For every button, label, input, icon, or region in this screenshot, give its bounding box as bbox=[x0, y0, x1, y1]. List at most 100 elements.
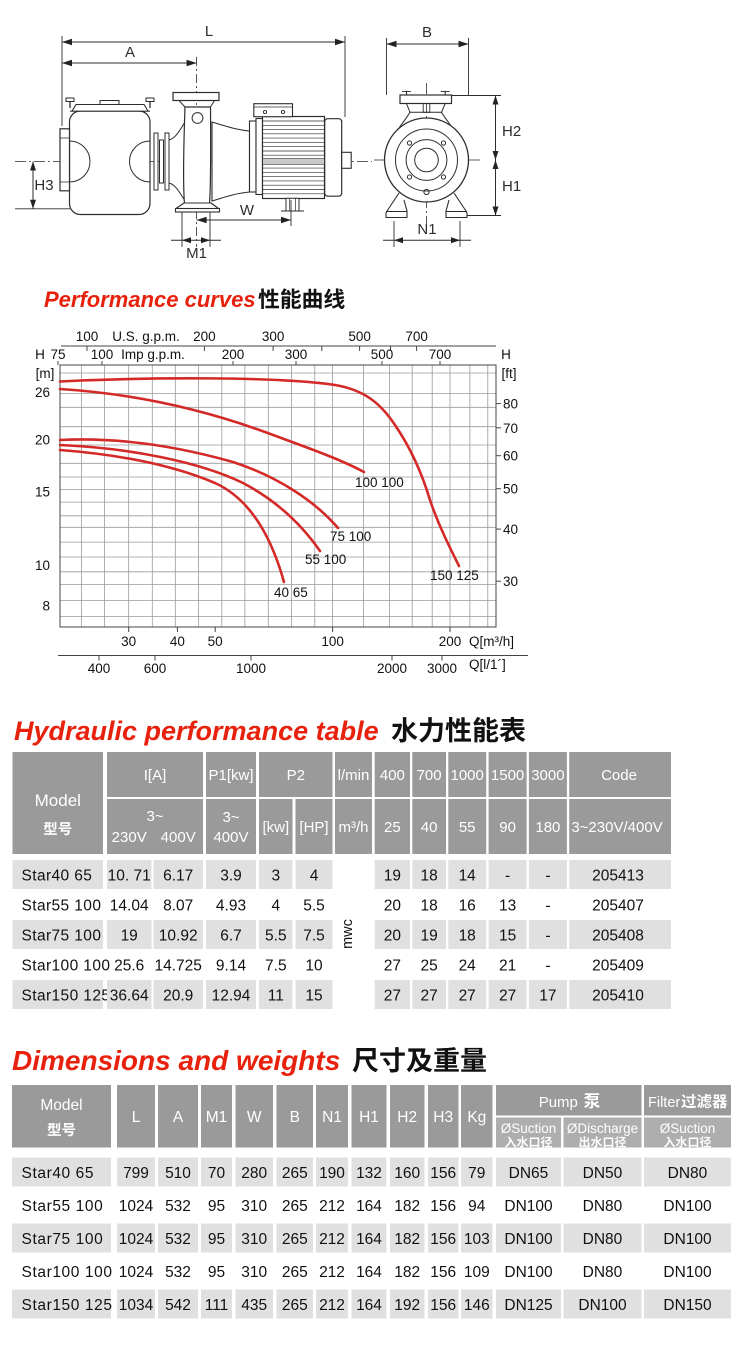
svg-text:192: 192 bbox=[394, 1297, 420, 1314]
svg-text:H1: H1 bbox=[359, 1109, 379, 1126]
svg-text:111: 111 bbox=[205, 1297, 229, 1314]
svg-text:400V: 400V bbox=[213, 829, 248, 846]
svg-text:20: 20 bbox=[35, 433, 50, 448]
svg-text:700: 700 bbox=[405, 329, 428, 344]
svg-text:55 100: 55 100 bbox=[305, 552, 346, 567]
svg-text:70: 70 bbox=[208, 1165, 226, 1182]
svg-text:4.93: 4.93 bbox=[216, 898, 246, 915]
svg-text:30: 30 bbox=[503, 574, 518, 589]
svg-text:280: 280 bbox=[241, 1165, 267, 1182]
svg-text:15: 15 bbox=[499, 928, 516, 945]
svg-text:DN100: DN100 bbox=[504, 1198, 553, 1215]
svg-text:Dimensions and weights: Dimensions and weights bbox=[12, 1045, 340, 1076]
svg-text:1500: 1500 bbox=[491, 767, 524, 784]
svg-text:156: 156 bbox=[430, 1231, 456, 1248]
svg-text:50: 50 bbox=[208, 634, 223, 649]
svg-text:12.94: 12.94 bbox=[212, 988, 251, 1005]
svg-text:3.9: 3.9 bbox=[220, 868, 242, 885]
svg-text:17: 17 bbox=[539, 988, 556, 1005]
svg-text:205408: 205408 bbox=[592, 928, 644, 945]
svg-text:95: 95 bbox=[208, 1231, 225, 1248]
svg-text:5.5: 5.5 bbox=[265, 928, 287, 945]
svg-text:Star75 100: Star75 100 bbox=[22, 928, 102, 945]
svg-text:25.6: 25.6 bbox=[114, 958, 144, 975]
svg-text:3000: 3000 bbox=[531, 767, 564, 784]
svg-text:[ft]: [ft] bbox=[501, 366, 516, 381]
svg-text:95: 95 bbox=[208, 1264, 225, 1281]
svg-text:109: 109 bbox=[464, 1264, 490, 1281]
svg-text:[kw]: [kw] bbox=[262, 819, 289, 836]
svg-text:W: W bbox=[247, 1109, 262, 1126]
svg-text:3~: 3~ bbox=[146, 808, 163, 825]
svg-text:55: 55 bbox=[459, 819, 476, 836]
svg-text:M1: M1 bbox=[206, 1109, 228, 1126]
svg-text:27: 27 bbox=[384, 988, 401, 1005]
svg-text:100: 100 bbox=[321, 634, 344, 649]
svg-text:230V: 230V bbox=[112, 829, 147, 846]
svg-text:H1: H1 bbox=[502, 178, 521, 195]
svg-text:DN80: DN80 bbox=[583, 1231, 623, 1248]
svg-text:DN100: DN100 bbox=[504, 1231, 553, 1248]
svg-text:M1: M1 bbox=[186, 245, 207, 262]
svg-text:25: 25 bbox=[420, 958, 437, 975]
svg-text:19: 19 bbox=[384, 868, 401, 885]
svg-text:Model: Model bbox=[40, 1097, 82, 1114]
svg-text:8.07: 8.07 bbox=[163, 898, 193, 915]
svg-text:156: 156 bbox=[430, 1297, 456, 1314]
svg-text:182: 182 bbox=[394, 1198, 420, 1215]
svg-text:DN80: DN80 bbox=[668, 1165, 708, 1182]
svg-text:mwc: mwc bbox=[340, 919, 356, 949]
svg-text:1024: 1024 bbox=[119, 1231, 154, 1248]
svg-text:310: 310 bbox=[241, 1264, 267, 1281]
svg-text:100 100: 100 100 bbox=[355, 475, 404, 490]
svg-text:Performance curves: Performance curves bbox=[44, 287, 256, 312]
svg-text:DN80: DN80 bbox=[583, 1198, 623, 1215]
svg-text:156: 156 bbox=[430, 1165, 456, 1182]
svg-text:100: 100 bbox=[76, 329, 99, 344]
svg-text:H2: H2 bbox=[397, 1109, 417, 1126]
svg-text:L: L bbox=[205, 23, 213, 40]
svg-text:27: 27 bbox=[420, 988, 437, 1005]
svg-text:532: 532 bbox=[165, 1198, 191, 1215]
svg-text:532: 532 bbox=[165, 1264, 191, 1281]
svg-text:80: 80 bbox=[503, 397, 518, 412]
svg-text:DN100: DN100 bbox=[504, 1264, 553, 1281]
svg-text:300: 300 bbox=[285, 347, 308, 362]
svg-text:310: 310 bbox=[241, 1231, 267, 1248]
svg-text:DN125: DN125 bbox=[504, 1297, 552, 1314]
svg-text:I[A]: I[A] bbox=[144, 767, 167, 784]
svg-text:103: 103 bbox=[464, 1231, 490, 1248]
svg-text:200: 200 bbox=[193, 329, 216, 344]
svg-text:10: 10 bbox=[35, 558, 50, 573]
svg-text:24: 24 bbox=[459, 958, 477, 975]
svg-text:Star150 125: Star150 125 bbox=[22, 1297, 113, 1314]
svg-text:94: 94 bbox=[468, 1198, 486, 1215]
svg-text:310: 310 bbox=[241, 1198, 267, 1215]
svg-text:20: 20 bbox=[384, 928, 402, 945]
svg-text:4: 4 bbox=[271, 898, 280, 915]
svg-text:146: 146 bbox=[464, 1297, 490, 1314]
svg-text:A: A bbox=[173, 1109, 184, 1126]
svg-text:200: 200 bbox=[439, 634, 462, 649]
svg-text:DN80: DN80 bbox=[583, 1264, 623, 1281]
svg-text:Imp g.p.m.: Imp g.p.m. bbox=[121, 347, 185, 362]
svg-text:H: H bbox=[501, 347, 511, 362]
svg-text:7.5: 7.5 bbox=[265, 958, 287, 975]
svg-text:ØDischarge: ØDischarge bbox=[567, 1121, 638, 1136]
svg-text:26: 26 bbox=[35, 385, 50, 400]
svg-text:10. 71: 10. 71 bbox=[108, 868, 151, 885]
svg-text:3~230V/400V: 3~230V/400V bbox=[571, 819, 662, 836]
svg-text:180: 180 bbox=[535, 819, 560, 836]
svg-text:N1: N1 bbox=[417, 221, 436, 238]
svg-text:90: 90 bbox=[499, 819, 516, 836]
svg-text:164: 164 bbox=[356, 1198, 382, 1215]
svg-text:532: 532 bbox=[165, 1231, 191, 1248]
svg-text:H3: H3 bbox=[433, 1109, 453, 1126]
svg-text:400: 400 bbox=[88, 661, 111, 676]
svg-text:16: 16 bbox=[459, 898, 476, 915]
svg-text:Model: Model bbox=[35, 791, 81, 810]
svg-text:H: H bbox=[35, 347, 45, 362]
svg-text:H3: H3 bbox=[34, 177, 53, 194]
svg-text:265: 265 bbox=[282, 1231, 308, 1248]
svg-text:H2: H2 bbox=[502, 123, 521, 140]
